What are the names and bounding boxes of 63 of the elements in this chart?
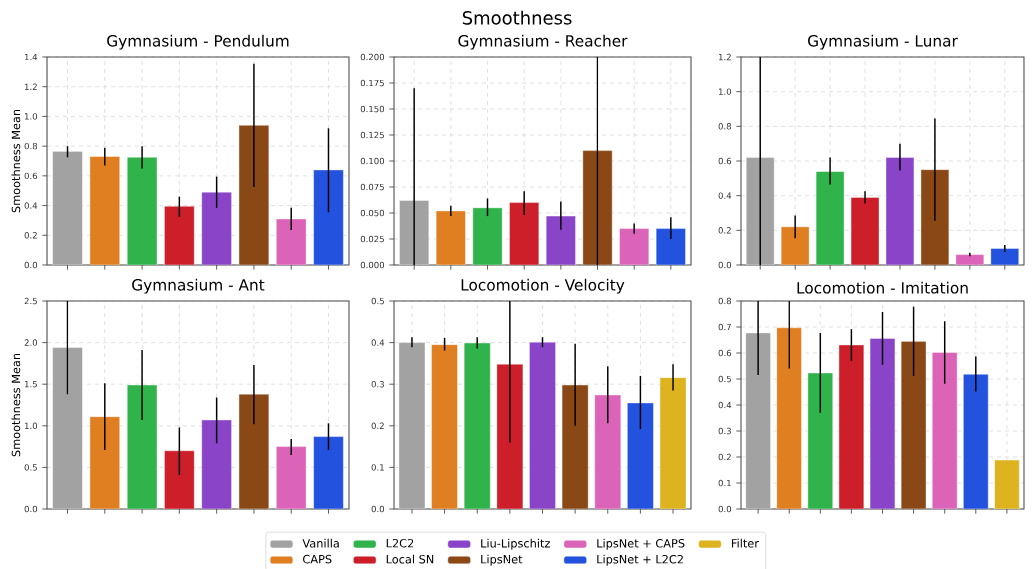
legend-label: L2C2 — [386, 538, 414, 548]
y-tick-label: 0.4 — [24, 202, 38, 209]
y-tick-label: 0.1 — [371, 464, 384, 471]
legend-label: LipsNet — [481, 554, 523, 566]
y-tick-label: 0.8 — [718, 123, 732, 130]
y-tick-label: 0.4 — [718, 192, 732, 199]
y-tick-label: 0.5 — [371, 297, 384, 305]
text: Smoothness — [462, 10, 572, 25]
y-tick-label: 0.175 — [360, 79, 384, 87]
y-tick-label: 1.5 — [25, 381, 37, 388]
y-tick-label: 0.4 — [371, 339, 385, 346]
legend-label: LipsNet + CAPS — [597, 538, 685, 550]
y-tick-label: 0.7 — [718, 323, 731, 331]
y-tick-label: 0.100 — [360, 157, 385, 165]
y-tick-label: 0.2 — [718, 453, 731, 461]
y-tick-label: 0.2 — [371, 422, 384, 430]
y-tick-label: 0.6 — [718, 157, 732, 165]
y-tick-label: 0.5 — [24, 464, 37, 471]
legend-label: CAPS — [303, 554, 332, 564]
y-tick-label: 0.125 — [360, 131, 384, 139]
y-tick-label: 0.3 — [718, 427, 731, 435]
y-tick-label: 0.150 — [360, 105, 385, 113]
y-tick-label: 0.8 — [718, 297, 732, 305]
y-tick-label: 0.2 — [718, 227, 731, 234]
y-tick-label: 0.6 — [718, 349, 732, 357]
y-tick-label: 0.025 — [360, 235, 384, 243]
y-tick-label: 2.5 — [24, 297, 37, 305]
y-tick-label: 0.0 — [371, 505, 385, 513]
y-tick-label: 0.200 — [360, 53, 385, 61]
y-tick-label: 1.2 — [719, 53, 731, 61]
y-tick-label: 1.0 — [25, 113, 38, 120]
legend-label: LipsNet + L2C2 — [597, 554, 683, 566]
y-tick-label: 0.3 — [371, 380, 384, 388]
y-tick-label: 1.2 — [25, 83, 37, 90]
chart-title: Gymnasium - Reacher — [458, 34, 628, 50]
chart-title: Gymnasium - Ant — [132, 278, 265, 294]
y-tick-label: 0.0 — [24, 505, 38, 513]
legend-label: Local SN — [386, 554, 434, 564]
y-tick-label: 1.0 — [719, 88, 732, 95]
y-tick-label: 0.050 — [360, 209, 385, 217]
y-tick-label: 0.6 — [24, 172, 38, 180]
y-tick-label: 0.000 — [360, 261, 385, 269]
y-tick-label: 0.1 — [718, 479, 731, 487]
y-axis-title: Smoothness Mean — [11, 109, 21, 213]
y-tick-label: 0.0 — [718, 261, 732, 269]
y-axis-title: Smoothness Mean — [11, 353, 21, 457]
chart-title: Locomotion - Velocity — [461, 278, 625, 294]
y-tick-label: 0.2 — [24, 232, 37, 239]
y-tick-label: 0.4 — [718, 401, 732, 409]
y-tick-label: 0.5 — [718, 375, 731, 383]
y-tick-label: 0.8 — [24, 142, 38, 150]
y-tick-label: 0.0 — [24, 261, 38, 269]
y-tick-label: 1.4 — [25, 53, 38, 61]
chart-title: Gymnasium - Pendulum — [107, 34, 289, 50]
y-tick-label: 1.0 — [25, 422, 38, 430]
y-tick-label: 2.0 — [24, 339, 38, 346]
legend-label: Vanilla — [302, 538, 339, 548]
chart-title: Locomotion - Imitation — [797, 281, 968, 294]
chart-title: Gymnasium - Lunar — [808, 34, 958, 50]
legend-label: Filter — [731, 538, 759, 548]
y-tick-label: 0.075 — [360, 183, 384, 191]
legend-label: Liu-Lipschitz — [481, 538, 550, 550]
y-tick-label: 0.0 — [718, 505, 732, 513]
